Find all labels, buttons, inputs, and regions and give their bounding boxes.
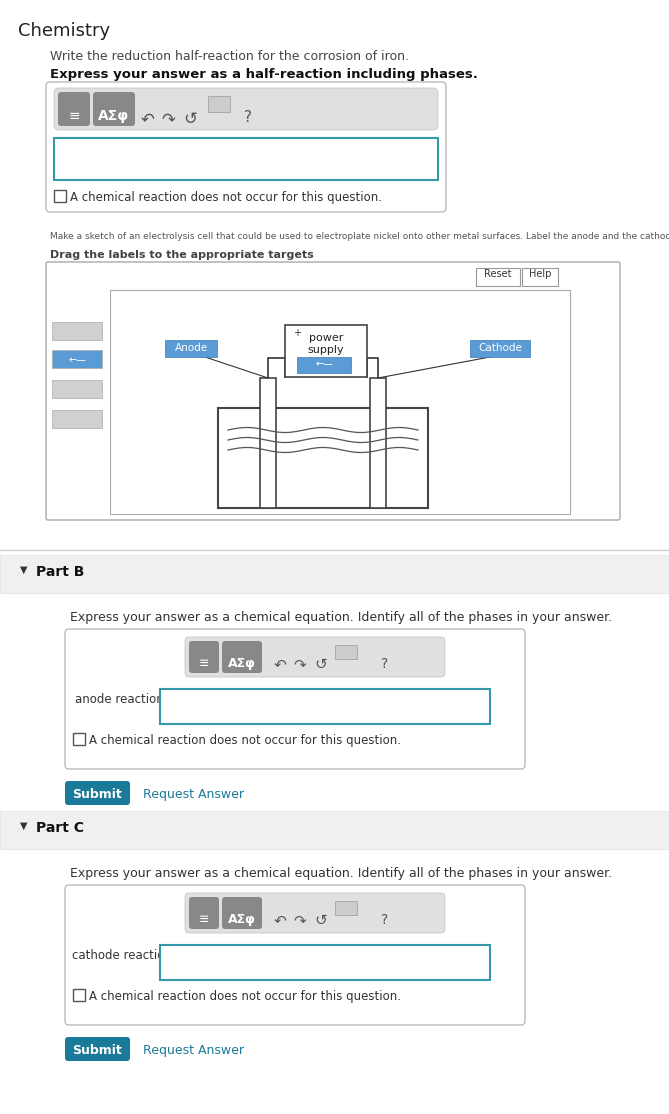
Bar [52, 410, 102, 428]
Text: ←—: ←— [68, 355, 86, 365]
Text: Submit: Submit [72, 788, 122, 801]
Bar [110, 290, 570, 514]
Text: Make a sketch of an electrolysis cell that could be used to electroplate nickel : Make a sketch of an electrolysis cell th… [50, 232, 669, 241]
Text: anode reaction:: anode reaction: [75, 693, 168, 706]
Bar [52, 380, 102, 398]
Bar [208, 96, 230, 113]
Bar [160, 945, 490, 980]
Bar [285, 325, 367, 377]
FancyBboxPatch shape [222, 641, 262, 673]
FancyBboxPatch shape [185, 637, 445, 677]
Text: Request Answer: Request Answer [143, 1044, 244, 1057]
FancyBboxPatch shape [189, 641, 219, 673]
Text: ▼: ▼ [20, 565, 27, 575]
Text: power
supply: power supply [308, 333, 345, 354]
Bar [522, 268, 558, 286]
Text: ↺: ↺ [314, 657, 327, 672]
Text: Express your answer as a chemical equation. Identify all of the phases in your a: Express your answer as a chemical equati… [70, 867, 612, 880]
Text: Part C: Part C [36, 821, 84, 836]
Text: Express your answer as a chemical equation. Identify all of the phases in your a: Express your answer as a chemical equati… [70, 610, 612, 624]
FancyBboxPatch shape [93, 92, 135, 126]
Text: ↶: ↶ [274, 657, 286, 672]
Text: ≡: ≡ [199, 657, 209, 670]
Text: ←—: ←— [315, 359, 333, 369]
Text: Anode: Anode [175, 343, 207, 353]
Bar [218, 408, 428, 508]
Text: Help: Help [529, 268, 551, 278]
Text: AΣφ: AΣφ [228, 657, 256, 670]
Text: Part B: Part B [36, 565, 84, 579]
Bar [470, 340, 530, 356]
Text: Reset: Reset [484, 268, 512, 278]
Bar [370, 378, 386, 508]
Text: Cathode: Cathode [478, 343, 522, 353]
FancyBboxPatch shape [46, 262, 620, 520]
Text: ↶: ↶ [141, 110, 155, 128]
Text: A chemical reaction does not occur for this question.: A chemical reaction does not occur for t… [89, 990, 401, 1003]
Text: A chemical reaction does not occur for this question.: A chemical reaction does not occur for t… [89, 734, 401, 747]
Text: ?: ? [381, 657, 389, 671]
FancyBboxPatch shape [65, 629, 525, 769]
Text: +: + [293, 328, 301, 338]
Text: ↺: ↺ [183, 110, 197, 128]
FancyBboxPatch shape [58, 92, 90, 126]
Text: ↺: ↺ [314, 913, 327, 928]
Text: Chemistry: Chemistry [18, 22, 110, 40]
Bar [335, 901, 357, 915]
Text: ≡: ≡ [68, 109, 80, 123]
Text: cathode reaction:: cathode reaction: [72, 949, 176, 962]
Bar [260, 378, 276, 508]
FancyBboxPatch shape [222, 897, 262, 929]
FancyBboxPatch shape [185, 893, 445, 934]
Text: ?: ? [244, 110, 252, 125]
FancyBboxPatch shape [65, 1037, 130, 1061]
Bar [0, 555, 669, 593]
Text: ↶: ↶ [274, 913, 286, 928]
Bar [52, 350, 102, 368]
Bar [54, 190, 66, 202]
FancyBboxPatch shape [65, 781, 130, 805]
Text: ?: ? [381, 913, 389, 927]
Text: Drag the labels to the appropriate targets: Drag the labels to the appropriate targe… [50, 250, 314, 260]
Bar [165, 340, 217, 356]
Text: ▼: ▼ [20, 821, 27, 831]
FancyBboxPatch shape [189, 897, 219, 929]
FancyBboxPatch shape [54, 88, 438, 130]
Text: ↷: ↷ [294, 657, 306, 672]
Text: AΣφ: AΣφ [98, 109, 130, 123]
Text: ↷: ↷ [161, 110, 175, 128]
Text: Submit: Submit [72, 1044, 122, 1057]
Bar [476, 268, 520, 286]
Bar [52, 322, 102, 340]
Text: Request Answer: Request Answer [143, 788, 244, 801]
Text: AΣφ: AΣφ [228, 913, 256, 926]
Text: ≡: ≡ [199, 913, 209, 926]
Bar [335, 645, 357, 659]
Text: Express your answer as a half-reaction including phases.: Express your answer as a half-reaction i… [50, 68, 478, 81]
Bar [297, 356, 351, 373]
Bar [73, 733, 85, 745]
FancyBboxPatch shape [46, 82, 446, 212]
Text: A chemical reaction does not occur for this question.: A chemical reaction does not occur for t… [70, 190, 382, 204]
Bar [0, 811, 669, 849]
Bar [160, 688, 490, 724]
FancyBboxPatch shape [65, 885, 525, 1025]
Text: Write the reduction half-reaction for the corrosion of iron.: Write the reduction half-reaction for th… [50, 50, 409, 63]
Text: ↷: ↷ [294, 913, 306, 928]
Bar [54, 138, 438, 180]
Bar [73, 989, 85, 1001]
